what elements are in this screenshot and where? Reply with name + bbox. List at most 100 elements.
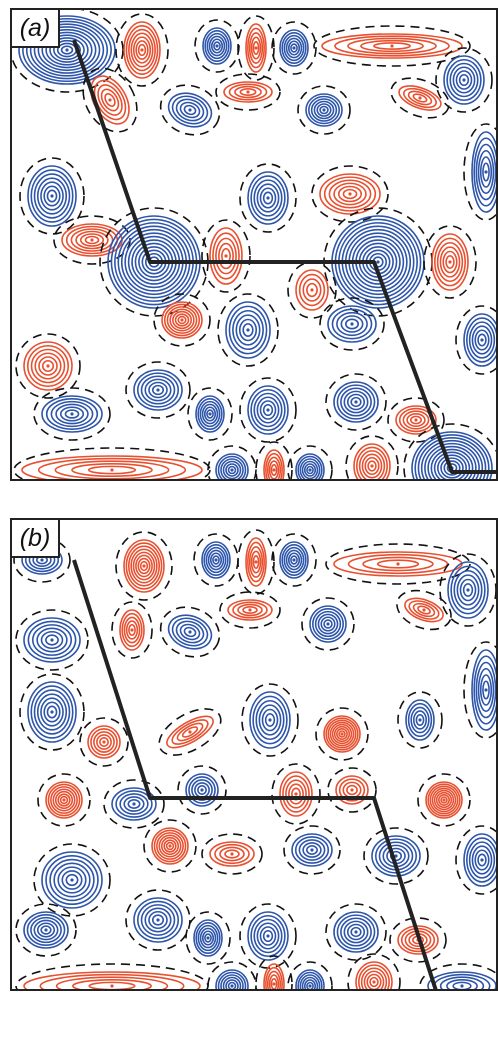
negative-contour-b-26: [49, 858, 95, 902]
negative-contour-a-2: [213, 41, 221, 51]
negative-contour-b-11: [309, 605, 347, 643]
positive-contour-b-3: [248, 546, 264, 578]
negative-contour-b-2: [207, 549, 225, 571]
negative-contour-b-39: [225, 979, 239, 989]
negative-contour-b-39: [227, 981, 237, 989]
positive-contour-a-9: [228, 83, 268, 101]
negative-contour-b-35: [247, 911, 289, 961]
positive-contour-a-32: [410, 415, 422, 425]
contour-peak-a-12: [484, 170, 488, 174]
negative-contour-b-34: [204, 933, 212, 943]
negative-contour-a-30: [256, 396, 280, 424]
positive-contour-a-21: [172, 310, 192, 330]
negative-contour-a-29: [203, 406, 217, 422]
positive-contour-a-1: [123, 21, 161, 79]
negative-contour-a-25: [474, 329, 490, 351]
positive-contour-b-20: [59, 795, 69, 805]
negative-contour-b-34: [201, 930, 215, 946]
positive-contour-a-32: [402, 410, 430, 430]
negative-contour-b-18: [412, 710, 428, 730]
positive-contour-b-8: [123, 616, 141, 644]
negative-contour-b-29: [306, 845, 318, 855]
unit-cell-outline-b: [72, 559, 438, 989]
positive-contour-b-24: [346, 784, 358, 796]
zero-contour-b-4: [271, 533, 317, 587]
zero-contour-a-34: [207, 445, 257, 479]
positive-contour-b-40: [263, 963, 285, 989]
positive-contour-b-8: [128, 624, 136, 636]
contour-peak-a-4: [292, 46, 296, 50]
negative-contour-b-11: [314, 610, 342, 638]
negative-contour-b-22: [191, 779, 213, 801]
positive-contour-a-14: [75, 230, 109, 250]
negative-contour-a-12: [482, 162, 490, 182]
zero-contour-a-3: [237, 15, 275, 81]
negative-contour-b-18: [410, 706, 430, 734]
positive-contour-b-42: [360, 967, 388, 989]
negative-contour-a-24: [327, 305, 377, 343]
positive-contour-a-1: [125, 24, 159, 76]
negative-contour-a-24: [340, 315, 364, 333]
zero-contour-b-26: [33, 843, 111, 917]
positive-contour-a-26: [41, 359, 55, 373]
negative-contour-b-31: [468, 841, 496, 879]
negative-contour-b-29: [291, 833, 333, 867]
positive-contour-a-33: [37, 457, 187, 479]
negative-contour-a-31: [346, 393, 366, 411]
negative-contour-b-35: [262, 929, 274, 943]
positive-contour-b-42: [363, 970, 385, 989]
positive-contour-b-3: [247, 541, 265, 583]
negative-contour-b-16: [258, 704, 282, 736]
contour-peak-a-19: [376, 260, 380, 264]
positive-contour-b-27: [160, 836, 180, 856]
contour-peak-a-28: [156, 388, 160, 392]
zero-contour-a-10: [297, 85, 351, 135]
negative-contour-b-39: [222, 976, 242, 989]
negative-contour-a-25: [463, 313, 496, 367]
negative-contour-a-24: [336, 311, 368, 337]
positive-contour-b-12: [404, 597, 444, 623]
negative-contour-b-36: [346, 923, 366, 941]
contour-peak-b-40: [272, 982, 276, 986]
zero-contour-b-10: [219, 591, 281, 629]
zero-contour-b-25: [417, 773, 471, 827]
positive-contour-b-25: [435, 791, 453, 809]
negative-contour-a-12: [473, 137, 496, 207]
negative-contour-b-13: [30, 685, 74, 739]
contour-peak-a-18: [348, 192, 352, 196]
contour-peak-a-29: [208, 412, 212, 416]
zero-contour-b-3: [237, 529, 275, 595]
zero-contour-b-19: [463, 641, 496, 739]
negative-contour-b-31: [463, 833, 496, 887]
zero-contour-a-24: [319, 297, 385, 351]
negative-contour-b-36: [340, 917, 372, 947]
negative-contour-b-13: [46, 705, 58, 719]
negative-contour-a-17: [259, 187, 277, 209]
negative-contour-a-27: [64, 409, 80, 419]
negative-contour-a-38: [420, 439, 484, 479]
positive-contour-a-11: [407, 90, 433, 106]
negative-contour-a-34: [220, 458, 244, 479]
negative-contour-a-13: [36, 177, 68, 215]
negative-contour-b-34: [195, 922, 221, 954]
negative-contour-a-28: [151, 384, 165, 396]
positive-contour-b-37: [397, 925, 439, 955]
zero-contour-a-7: [82, 67, 138, 133]
positive-contour-b-1: [127, 545, 161, 587]
zero-contour-a-26: [15, 333, 81, 399]
positive-contour-a-37: [353, 443, 391, 479]
contour-peak-b-4: [292, 558, 296, 562]
zero-contour-a-16: [201, 219, 251, 293]
negative-contour-b-18: [405, 699, 435, 741]
negative-contour-b-31: [466, 837, 496, 883]
contour-peak-b-18: [418, 718, 422, 722]
negative-contour-a-12: [471, 131, 496, 213]
negative-contour-a-8: [171, 95, 209, 125]
positive-contour-a-37: [361, 453, 383, 479]
negative-contour-a-27: [55, 403, 89, 425]
negative-contour-b-21: [119, 793, 149, 815]
zero-contour-a-12: [463, 123, 496, 221]
contour-peak-a-2: [215, 44, 219, 48]
negative-contour-b-41: [299, 974, 321, 989]
negative-contour-b-29: [294, 836, 330, 864]
